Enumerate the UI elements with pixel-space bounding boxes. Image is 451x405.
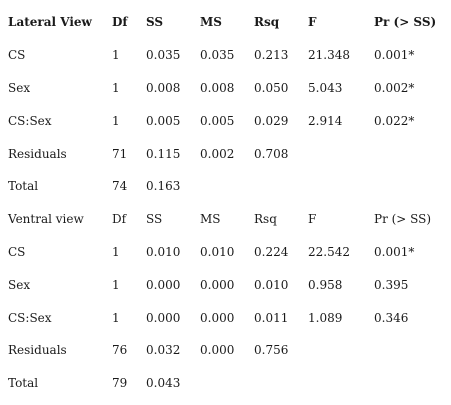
table-cell: [308, 334, 374, 367]
header-cell: Pr (> SS): [374, 212, 432, 227]
table-cell: 0.002: [200, 146, 235, 161]
table-cell: 0.213: [254, 48, 289, 63]
table-cell: 71: [112, 146, 128, 161]
table-row: Residuals 76 0.032 0.000 0.756: [8, 334, 448, 367]
table-cell: 0.032: [146, 343, 181, 358]
table-cell: [254, 170, 308, 203]
table-cell: 0.000: [200, 277, 235, 292]
header-cell: F: [308, 212, 317, 227]
table-cell: 2.914: [308, 113, 343, 128]
anova-table: Lateral View Df SS MS Rsq F Pr (> SS) CS…: [8, 6, 448, 400]
table-cell: [374, 367, 448, 400]
table-cell: 1: [112, 48, 120, 63]
table-row: CS:Sex 1 0.000 0.000 0.011 1.089 0.346: [8, 301, 448, 334]
table-cell: 1: [112, 244, 120, 259]
table-cell: 0.005: [146, 113, 181, 128]
table-cell: 0.043: [146, 376, 181, 391]
table-row: CS:Sex 1 0.005 0.005 0.029 2.914 0.022*: [8, 104, 448, 137]
table-cell: CS: [8, 48, 26, 63]
table-cell: [308, 137, 374, 170]
header-cell: Pr (> SS): [374, 15, 437, 30]
table-cell: [308, 170, 374, 203]
header-cell: Ventral view: [8, 212, 84, 227]
table-cell: 74: [112, 179, 128, 194]
header-cell: F: [308, 15, 317, 30]
lateral-header-row: Lateral View Df SS MS Rsq F Pr (> SS): [8, 6, 448, 39]
table-cell: 0.029: [254, 113, 289, 128]
table-cell: Residuals: [8, 343, 67, 358]
ventral-header-row: Ventral view Df SS MS Rsq F Pr (> SS): [8, 203, 448, 236]
table-cell: [374, 137, 448, 170]
table-cell: [200, 367, 254, 400]
table-cell: Total: [8, 376, 39, 391]
header-cell: MS: [200, 15, 222, 30]
table-row: CS 1 0.010 0.010 0.224 22.542 0.001*: [8, 236, 448, 269]
table-cell: 0.000: [200, 343, 235, 358]
table-cell: Residuals: [8, 146, 67, 161]
table-cell: 0.008: [200, 80, 235, 95]
header-cell: Rsq: [254, 15, 280, 30]
header-cell: Lateral View: [8, 15, 92, 30]
table-row: CS 1 0.035 0.035 0.213 21.348 0.001*: [8, 39, 448, 72]
table-cell: Total: [8, 179, 39, 194]
table-cell: 0.008: [146, 80, 181, 95]
table-cell: 0.346: [374, 310, 409, 325]
table-cell: 0.010: [146, 244, 181, 259]
table-cell: 0.000: [146, 310, 181, 325]
table-cell: 1.089: [308, 310, 343, 325]
table-row: Total 79 0.043: [8, 367, 448, 400]
table-cell: 0.163: [146, 179, 181, 194]
table-cell: [200, 170, 254, 203]
table-cell: CS:Sex: [8, 113, 52, 128]
table-cell: 22.542: [308, 244, 350, 259]
table-cell: 0.756: [254, 343, 289, 358]
table-cell: 0.224: [254, 244, 289, 259]
table-cell: [374, 334, 448, 367]
table-cell: [254, 367, 308, 400]
table-cell: CS:Sex: [8, 310, 52, 325]
table-cell: 0.001*: [374, 48, 415, 63]
table-cell: 21.348: [308, 48, 350, 63]
header-cell: Df: [112, 212, 127, 227]
table-cell: [308, 367, 374, 400]
table-cell: 1: [112, 80, 120, 95]
header-cell: Rsq: [254, 212, 277, 227]
table-cell: 0.395: [374, 277, 409, 292]
table-cell: 0.002*: [374, 80, 415, 95]
table-cell: 1: [112, 113, 120, 128]
table-cell: 1: [112, 277, 120, 292]
table-row: Total 74 0.163: [8, 170, 448, 203]
table-cell: 0.005: [200, 113, 235, 128]
header-cell: MS: [200, 212, 221, 227]
table-cell: 0.001*: [374, 244, 415, 259]
table-row: Residuals 71 0.115 0.002 0.708: [8, 137, 448, 170]
table-cell: Sex: [8, 80, 31, 95]
table-cell: 0.010: [254, 277, 289, 292]
table-cell: 0.011: [254, 310, 289, 325]
table-row: Sex 1 0.008 0.008 0.050 5.043 0.002*: [8, 72, 448, 105]
table-cell: 0.010: [200, 244, 235, 259]
table-cell: 1: [112, 310, 120, 325]
table-cell: 79: [112, 376, 128, 391]
table-cell: 0.035: [146, 48, 181, 63]
table-cell: [374, 170, 448, 203]
table-cell: 0.115: [146, 146, 181, 161]
table-cell: 0.000: [146, 277, 181, 292]
header-cell: SS: [146, 212, 163, 227]
table-cell: 0.035: [200, 48, 235, 63]
table-row: Sex 1 0.000 0.000 0.010 0.958 0.395: [8, 268, 448, 301]
table-cell: 0.050: [254, 80, 289, 95]
table-cell: 76: [112, 343, 128, 358]
table-cell: 0.958: [308, 277, 343, 292]
table-cell: 5.043: [308, 80, 343, 95]
header-cell: SS: [146, 15, 164, 30]
table-cell: 0.708: [254, 146, 289, 161]
header-cell: Df: [112, 15, 128, 30]
table-cell: 0.022*: [374, 113, 415, 128]
table-cell: CS: [8, 244, 26, 259]
table-cell: 0.000: [200, 310, 235, 325]
table-cell: Sex: [8, 277, 31, 292]
